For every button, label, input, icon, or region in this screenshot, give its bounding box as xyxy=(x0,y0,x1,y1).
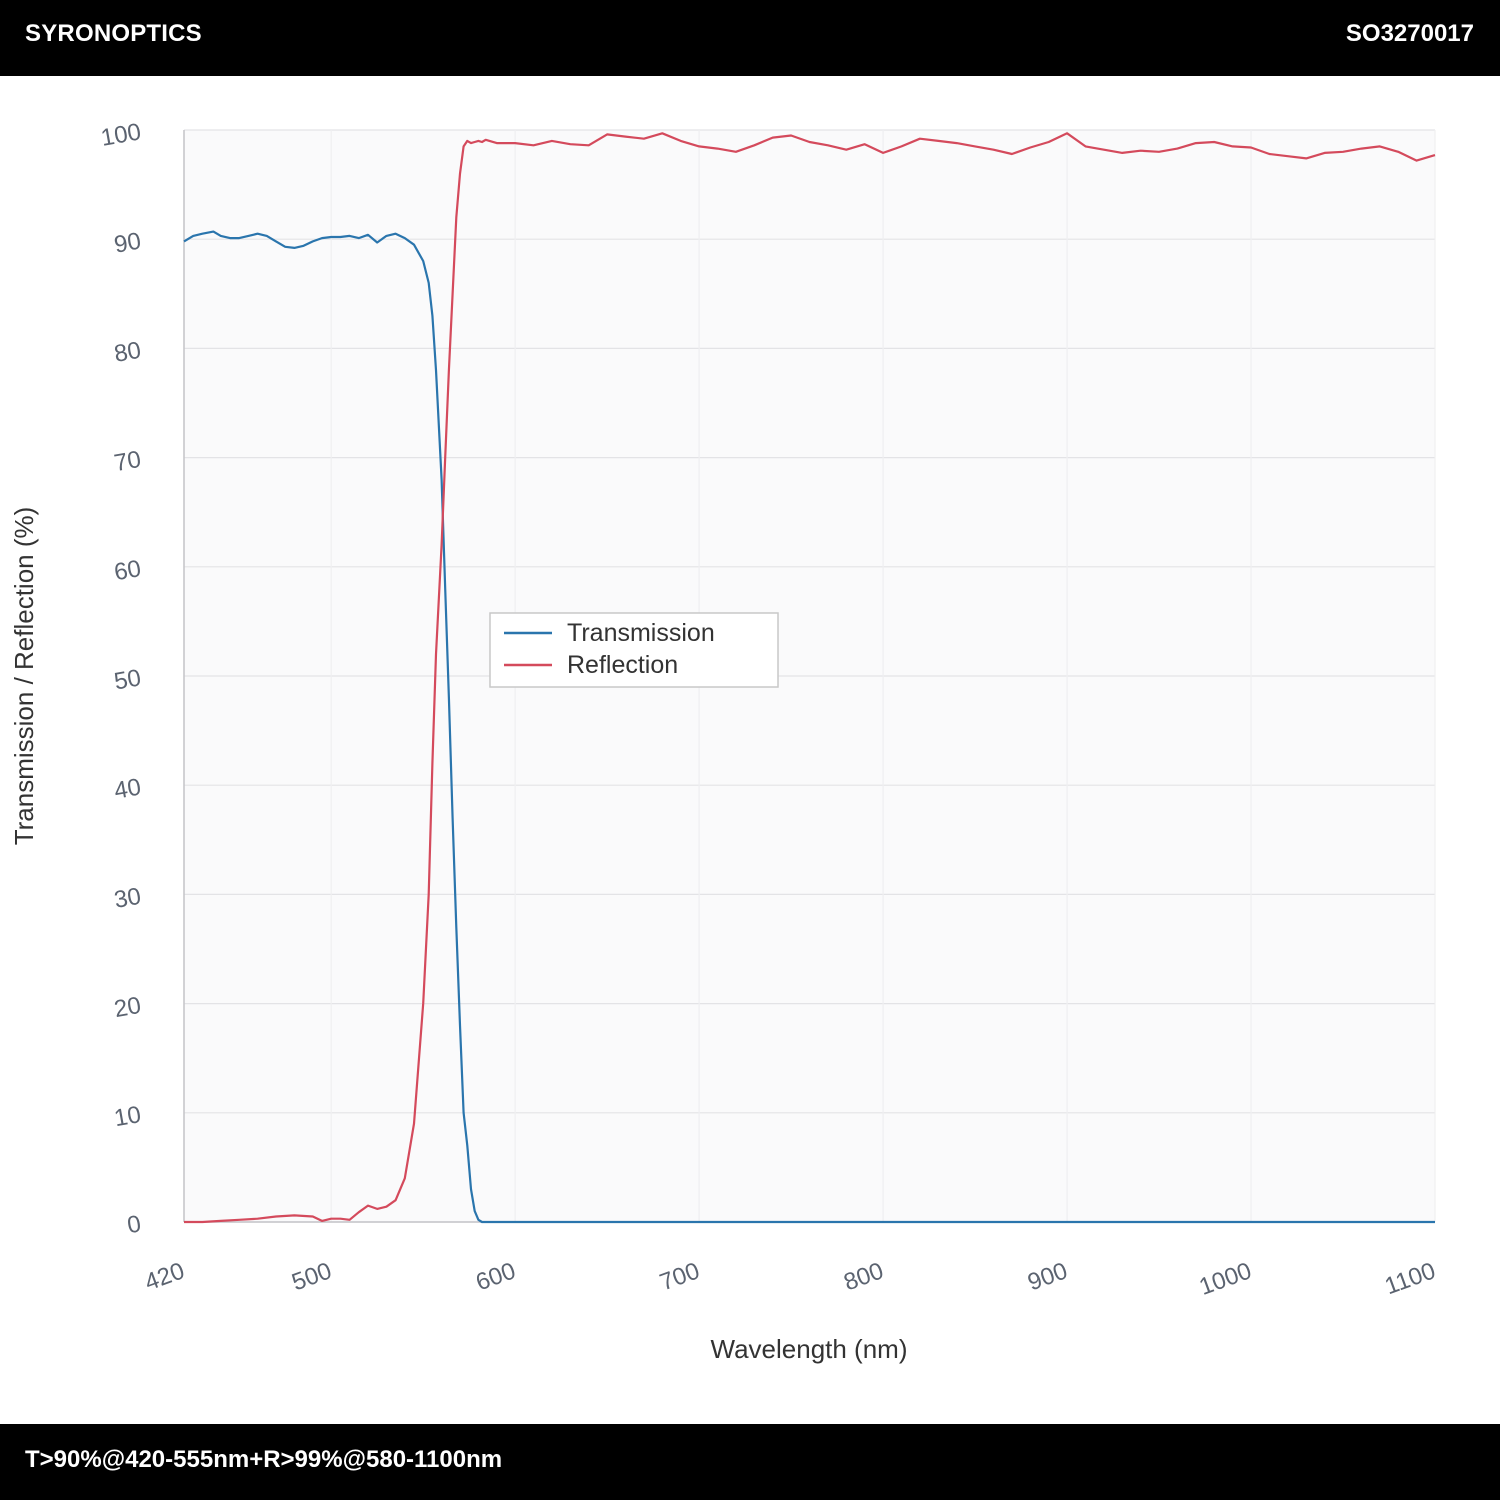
y-tick-label: 90 xyxy=(112,228,143,259)
x-tick-label: 420 xyxy=(141,1257,188,1296)
part-number: SO3270017 xyxy=(1345,20,1474,47)
x-tick-label: 600 xyxy=(472,1257,519,1296)
y-tick-label: 20 xyxy=(112,992,143,1023)
y-tick-label: 100 xyxy=(99,118,143,152)
x-axis-title: Wavelength (nm) xyxy=(711,1334,908,1364)
series-line-transmission xyxy=(183,230,1435,1224)
y-tick-label: 60 xyxy=(112,555,143,586)
x-tick-label: 700 xyxy=(656,1257,703,1296)
header-bar: SYRONOPTICS SO3270017 xyxy=(0,0,1500,76)
footer-bar: T>90%@420-555nm+R>99%@580-1100nm xyxy=(0,1424,1500,1500)
legend-label-reflection: Reflection xyxy=(567,651,678,679)
legend-label-transmission: Transmission xyxy=(567,619,715,647)
brand-name: SYRONOPTICS xyxy=(25,20,202,47)
y-tick-label: 30 xyxy=(112,883,143,914)
y-tick-label: 70 xyxy=(112,446,143,477)
x-tick-label: 1100 xyxy=(1381,1257,1439,1300)
x-tick-label: 900 xyxy=(1024,1257,1071,1296)
y-tick-label: 80 xyxy=(112,337,143,368)
series-line-reflection xyxy=(184,132,1436,1224)
y-tick-label: 0 xyxy=(125,1210,143,1239)
legend: Transmission Reflection xyxy=(489,612,779,688)
legend-box xyxy=(489,612,779,688)
x-tick-label: 500 xyxy=(288,1257,335,1296)
series-lines xyxy=(183,132,1436,1224)
y-tick-label: 50 xyxy=(112,664,143,695)
spec-text: T>90%@420-555nm+R>99%@580-1100nm xyxy=(25,1446,503,1473)
x-tick-label: 800 xyxy=(840,1257,887,1296)
x-tick-label: 1000 xyxy=(1196,1257,1255,1301)
y-tick-label: 40 xyxy=(112,774,143,805)
y-tick-label: 10 xyxy=(112,1101,143,1132)
y-axis-title: Transmission / Reflection (%) xyxy=(9,507,39,846)
